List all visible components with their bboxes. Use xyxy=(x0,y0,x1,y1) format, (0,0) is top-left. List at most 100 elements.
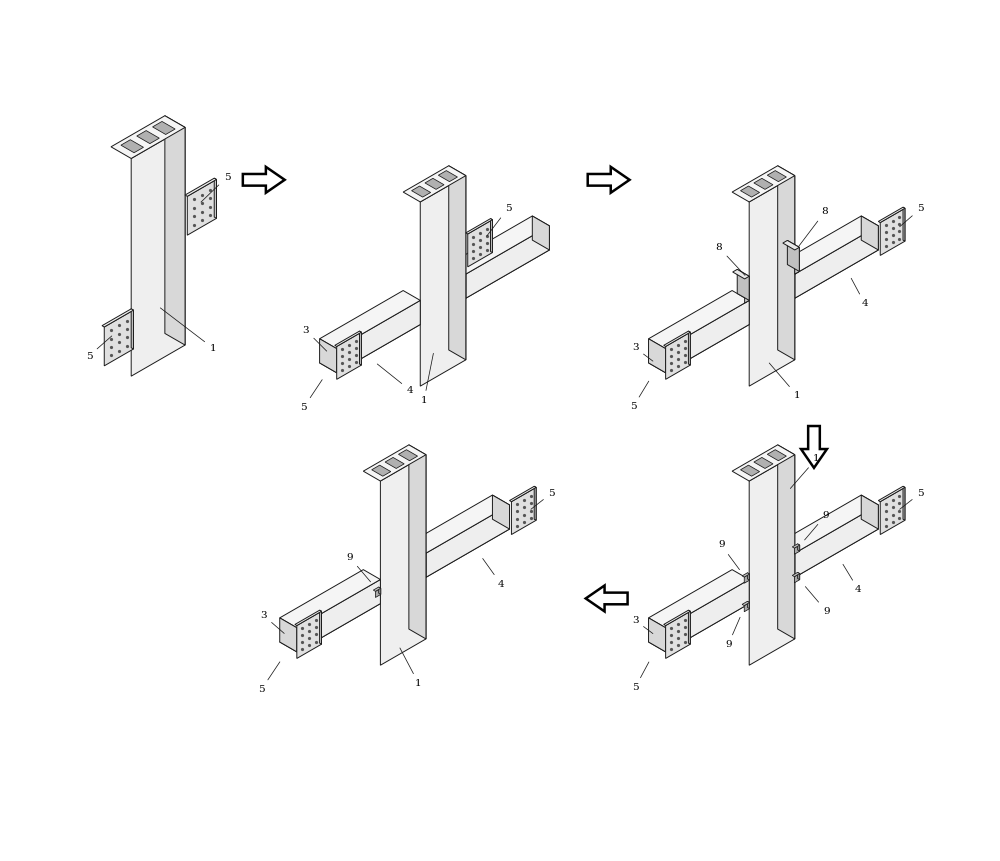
Polygon shape xyxy=(449,166,466,360)
Polygon shape xyxy=(403,166,466,202)
Polygon shape xyxy=(664,610,690,626)
Polygon shape xyxy=(532,216,549,250)
Polygon shape xyxy=(787,240,799,271)
Polygon shape xyxy=(492,495,510,529)
Text: 1: 1 xyxy=(790,455,820,488)
Polygon shape xyxy=(649,570,749,628)
Polygon shape xyxy=(688,610,690,644)
Polygon shape xyxy=(468,220,492,267)
Polygon shape xyxy=(861,216,878,250)
Polygon shape xyxy=(741,465,760,476)
Polygon shape xyxy=(511,487,536,535)
Text: 5: 5 xyxy=(900,204,924,226)
Polygon shape xyxy=(409,519,510,578)
Polygon shape xyxy=(337,300,420,373)
Polygon shape xyxy=(794,545,800,554)
Polygon shape xyxy=(280,570,380,628)
Text: 4: 4 xyxy=(843,564,862,594)
Polygon shape xyxy=(749,455,795,666)
Polygon shape xyxy=(359,331,361,365)
Polygon shape xyxy=(409,495,510,553)
Polygon shape xyxy=(880,487,905,535)
Polygon shape xyxy=(798,573,800,579)
Polygon shape xyxy=(688,331,690,365)
Polygon shape xyxy=(649,618,666,652)
Text: 5: 5 xyxy=(201,172,230,202)
Text: 1: 1 xyxy=(769,363,801,400)
Polygon shape xyxy=(510,486,536,502)
Polygon shape xyxy=(337,332,361,380)
Text: 5: 5 xyxy=(300,380,322,412)
Text: 8: 8 xyxy=(716,243,745,276)
Text: 4: 4 xyxy=(851,278,868,308)
Polygon shape xyxy=(666,332,690,380)
Polygon shape xyxy=(153,121,175,134)
Text: 1: 1 xyxy=(160,308,216,352)
Polygon shape xyxy=(449,240,549,298)
Polygon shape xyxy=(320,610,322,644)
Text: 9: 9 xyxy=(805,511,829,540)
Polygon shape xyxy=(778,240,878,298)
Text: 9: 9 xyxy=(805,586,830,616)
Polygon shape xyxy=(801,426,827,468)
Text: 5: 5 xyxy=(487,204,511,236)
Polygon shape xyxy=(737,269,749,300)
Polygon shape xyxy=(449,216,549,274)
Text: 9: 9 xyxy=(346,553,371,582)
Polygon shape xyxy=(426,505,510,578)
Text: 3: 3 xyxy=(302,325,327,351)
Polygon shape xyxy=(792,544,800,548)
Polygon shape xyxy=(363,445,426,481)
Polygon shape xyxy=(733,269,749,279)
Polygon shape xyxy=(320,314,420,373)
Polygon shape xyxy=(742,573,750,577)
Polygon shape xyxy=(744,603,750,611)
Polygon shape xyxy=(649,290,749,349)
Polygon shape xyxy=(131,127,185,376)
Polygon shape xyxy=(185,178,216,196)
Text: 5: 5 xyxy=(900,488,924,509)
Polygon shape xyxy=(795,247,799,274)
Polygon shape xyxy=(214,178,216,219)
Polygon shape xyxy=(466,219,492,234)
Text: 5: 5 xyxy=(531,488,555,509)
Polygon shape xyxy=(165,115,185,345)
Polygon shape xyxy=(297,611,322,659)
Polygon shape xyxy=(861,495,878,529)
Polygon shape xyxy=(880,208,905,256)
Polygon shape xyxy=(745,276,749,303)
Polygon shape xyxy=(778,216,878,274)
Polygon shape xyxy=(586,585,628,611)
Polygon shape xyxy=(795,505,878,578)
Polygon shape xyxy=(903,486,905,520)
Polygon shape xyxy=(588,167,630,193)
Polygon shape xyxy=(778,495,878,553)
Polygon shape xyxy=(778,519,878,578)
Polygon shape xyxy=(425,178,444,189)
Polygon shape xyxy=(121,139,143,152)
Polygon shape xyxy=(534,486,536,520)
Text: 1: 1 xyxy=(400,648,422,688)
Polygon shape xyxy=(385,457,404,468)
Polygon shape xyxy=(767,449,786,461)
Text: 4: 4 xyxy=(483,559,504,589)
Polygon shape xyxy=(375,588,381,598)
Text: 5: 5 xyxy=(632,662,649,692)
Polygon shape xyxy=(798,544,800,551)
Polygon shape xyxy=(754,457,773,468)
Polygon shape xyxy=(664,331,690,346)
Polygon shape xyxy=(649,338,666,373)
Polygon shape xyxy=(744,574,750,583)
Polygon shape xyxy=(412,186,431,197)
Polygon shape xyxy=(379,587,381,594)
Text: 9: 9 xyxy=(725,617,740,649)
Polygon shape xyxy=(649,594,749,652)
Text: 3: 3 xyxy=(632,344,653,361)
Polygon shape xyxy=(295,610,322,626)
Text: 8: 8 xyxy=(799,208,828,246)
Polygon shape xyxy=(783,240,799,250)
Polygon shape xyxy=(187,179,216,235)
Polygon shape xyxy=(666,611,690,659)
Polygon shape xyxy=(398,449,418,461)
Polygon shape xyxy=(767,170,786,182)
